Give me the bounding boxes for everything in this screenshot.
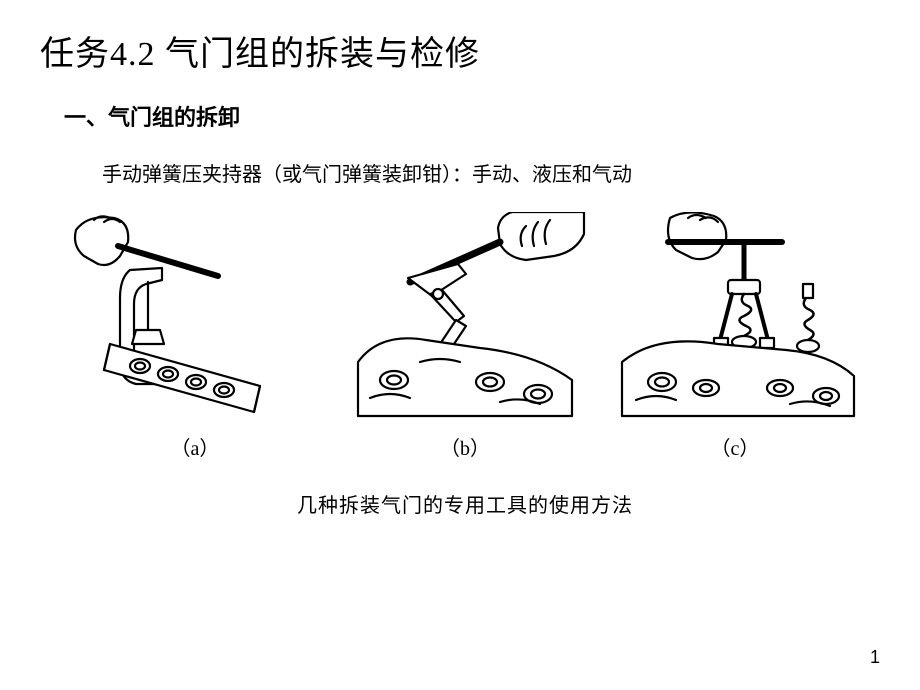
figure-panel-label-c: （c） — [711, 432, 760, 461]
figure-area: （a） — [70, 212, 860, 532]
figure-panel-c: （c） — [610, 212, 860, 461]
figure-caption: 几种拆装气门的专用工具的使用方法 — [70, 489, 860, 518]
figure-panel-label-a: （a） — [171, 432, 220, 461]
tool-illustration-a-icon — [70, 212, 320, 422]
figure-panel-label-b: （b） — [440, 432, 490, 461]
figure-panel-a: （a） — [70, 212, 320, 461]
tool-illustration-c-icon — [610, 212, 860, 422]
page-number: 1 — [870, 647, 880, 668]
tool-illustration-b-icon — [340, 212, 590, 422]
figure-panels: （a） — [70, 212, 860, 461]
body-text: 手动弹簧压夹持器（或气门弹簧装卸钳）：手动、液压和气动 — [102, 158, 632, 187]
page-title: 任务4.2 气门组的拆装与检修 — [40, 26, 480, 75]
section-heading: 一、气门组的拆卸 — [64, 100, 240, 132]
slide: 任务4.2 气门组的拆装与检修 一、气门组的拆卸 手动弹簧压夹持器（或气门弹簧装… — [0, 0, 920, 690]
figure-panel-b: （b） — [340, 212, 590, 461]
